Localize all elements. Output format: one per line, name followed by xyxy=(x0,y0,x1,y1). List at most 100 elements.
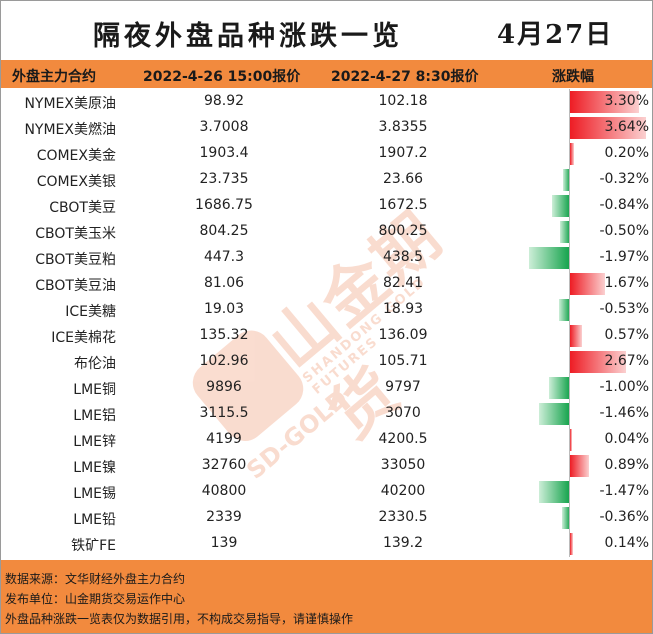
change-bar xyxy=(559,221,570,243)
prev-price: 40800 xyxy=(201,483,247,499)
report-date: 4月27日 xyxy=(497,20,614,50)
table-row: 铁矿FE 139 139.2 0.14% xyxy=(1,531,652,557)
change-bar-cell xyxy=(522,453,652,479)
prev-price: 98.92 xyxy=(203,93,245,109)
change-bar xyxy=(570,533,573,555)
change-bar xyxy=(558,299,570,321)
change-bar xyxy=(549,377,570,399)
table-row: ICE美糖 19.03 18.93 -0.53% xyxy=(1,297,652,323)
contract-name: ICE美棉花 xyxy=(51,330,116,346)
change-percent: -1.00% xyxy=(599,379,649,395)
prev-price: 19.03 xyxy=(203,301,245,317)
prev-price: 139 xyxy=(210,535,238,551)
change-bar-cell xyxy=(522,323,652,349)
curr-price: 105.71 xyxy=(378,353,428,369)
prev-price: 2339 xyxy=(206,509,242,525)
change-bar-cell xyxy=(522,245,652,271)
header-change: 涨跌幅 xyxy=(552,69,594,85)
curr-price: 82.41 xyxy=(382,275,424,291)
prev-price: 81.06 xyxy=(203,275,245,291)
change-bar xyxy=(562,507,570,529)
prev-price: 3115.5 xyxy=(199,405,249,421)
change-bar-cell xyxy=(522,141,652,167)
prev-price: 804.25 xyxy=(199,223,249,239)
change-bar-cell xyxy=(522,89,652,115)
prev-price: 447.3 xyxy=(203,249,245,265)
prev-price: 1686.75 xyxy=(195,197,253,213)
change-bar xyxy=(570,91,640,113)
contract-name: LME铝 xyxy=(73,408,116,424)
curr-price: 23.66 xyxy=(382,171,424,187)
change-bar xyxy=(539,481,570,503)
contract-name: LME锌 xyxy=(73,434,116,450)
change-percent: -1.97% xyxy=(599,249,649,265)
footer-source: 数据来源：文华财经外盘主力合约 xyxy=(5,572,186,586)
table-row: CBOT美豆粕 447.3 438.5 -1.97% xyxy=(1,245,652,271)
contract-name: CBOT美豆粕 xyxy=(35,252,116,268)
curr-price: 1672.5 xyxy=(378,197,428,213)
change-bar xyxy=(570,143,575,165)
footer-disclaimer: 外盘品种涨跌一览表仅为数据引用，不构成交易指导，请谨慎操作 xyxy=(5,612,354,626)
change-bar-cell xyxy=(522,401,652,427)
curr-price: 136.09 xyxy=(378,327,428,343)
curr-price: 18.93 xyxy=(382,301,424,317)
header-curr-price: 2022-4-27 8:30报价 xyxy=(331,69,479,85)
change-bar xyxy=(570,351,627,373)
change-bar xyxy=(570,273,606,295)
page-title: 隔夜外盘品种涨跌一览 xyxy=(93,21,403,52)
change-percent: -0.32% xyxy=(599,171,649,187)
table-row: LME锡 40800 40200 -1.47% xyxy=(1,479,652,505)
curr-price: 102.18 xyxy=(378,93,428,109)
prev-price: 32760 xyxy=(201,457,247,473)
change-bar-cell xyxy=(522,271,652,297)
table-row: 布伦油 102.96 105.71 2.67% xyxy=(1,349,652,375)
bar-axis xyxy=(569,89,570,557)
change-bar xyxy=(552,195,570,217)
table-row: CBOT美豆 1686.75 1672.5 -0.84% xyxy=(1,193,652,219)
prev-price: 9896 xyxy=(206,379,242,395)
change-bar xyxy=(528,247,570,269)
change-bar-cell xyxy=(522,505,652,531)
change-bar-cell xyxy=(522,349,652,375)
change-bar-cell xyxy=(522,375,652,401)
contract-name: COMEX美金 xyxy=(36,148,116,164)
contract-name: ICE美糖 xyxy=(65,304,116,320)
curr-price: 438.5 xyxy=(382,249,424,265)
table-row: LME铝 3115.5 3070 -1.46% xyxy=(1,401,652,427)
table-row: NYMEX美燃油 3.7008 3.8355 3.64% xyxy=(1,115,652,141)
prev-price: 23.735 xyxy=(199,171,249,187)
change-percent: -1.47% xyxy=(599,483,649,499)
prev-price: 102.96 xyxy=(199,353,249,369)
change-bar xyxy=(570,117,647,139)
curr-price: 3070 xyxy=(385,405,421,421)
curr-price: 40200 xyxy=(380,483,426,499)
change-bar xyxy=(570,325,582,347)
contract-name: 布伦油 xyxy=(74,356,116,372)
change-percent: -0.84% xyxy=(599,197,649,213)
curr-price: 1907.2 xyxy=(378,145,428,161)
curr-price: 2330.5 xyxy=(378,509,428,525)
table-row: COMEX美金 1903.4 1907.2 0.20% xyxy=(1,141,652,167)
footer: 数据来源：文华财经外盘主力合约 发布单位：山金期货交易运作中心 外盘品种涨跌一览… xyxy=(1,560,652,633)
change-bar xyxy=(563,169,570,191)
change-bar-cell xyxy=(522,427,652,453)
change-percent: -1.46% xyxy=(599,405,649,421)
table-row: CBOT美玉米 804.25 800.25 -0.50% xyxy=(1,219,652,245)
change-bar xyxy=(570,429,572,451)
change-bar xyxy=(539,403,570,425)
change-percent: -0.53% xyxy=(599,301,649,317)
prev-price: 1903.4 xyxy=(199,145,249,161)
change-percent: 2.67% xyxy=(604,353,649,369)
prev-price: 135.32 xyxy=(199,327,249,343)
curr-price: 3.8355 xyxy=(378,119,428,135)
header-prev-price: 2022-4-26 15:00报价 xyxy=(143,69,301,85)
contract-name: NYMEX美燃油 xyxy=(24,122,116,138)
table-row: NYMEX美原油 98.92 102.18 3.30% xyxy=(1,89,652,115)
contract-name: CBOT美豆 xyxy=(49,200,116,216)
contract-name: COMEX美银 xyxy=(36,174,116,190)
change-percent: -0.50% xyxy=(599,223,649,239)
curr-price: 4200.5 xyxy=(378,431,428,447)
prev-price: 4199 xyxy=(206,431,242,447)
change-percent: -0.36% xyxy=(599,509,649,525)
contract-name: LME镍 xyxy=(73,460,116,476)
